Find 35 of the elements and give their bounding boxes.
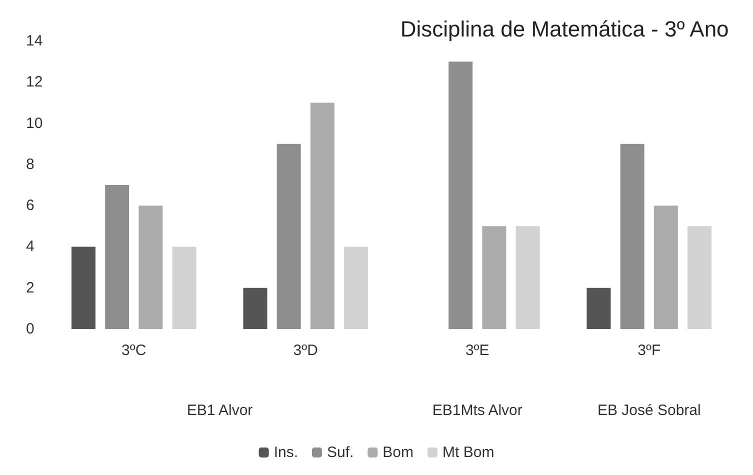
y-tick-label: 4 xyxy=(26,238,34,256)
x-tick-label: 3ºC xyxy=(122,342,146,359)
legend-label: Bom xyxy=(382,444,414,461)
text: EB1Mts Alvor xyxy=(432,402,522,419)
bar xyxy=(482,226,506,329)
y-tick-label: 6 xyxy=(26,197,34,214)
bar xyxy=(688,226,712,329)
bar xyxy=(620,144,644,329)
y-tick-label: 8 xyxy=(26,156,34,173)
bar xyxy=(448,62,473,329)
bar xyxy=(243,288,268,329)
y-tick-label: 0 xyxy=(26,320,34,338)
x-tick-label: 3ºF xyxy=(638,342,661,359)
bar xyxy=(71,246,96,329)
bar xyxy=(516,226,540,329)
text: EB1 Alvor xyxy=(186,402,253,419)
bar xyxy=(654,206,678,329)
bar xyxy=(586,288,611,329)
bar xyxy=(138,206,163,329)
x-tick-label: 3ºD xyxy=(293,342,318,359)
y-tick-label: 10 xyxy=(26,114,43,132)
x-tick-label: 3ºE xyxy=(465,342,490,359)
bar xyxy=(172,246,196,329)
bar xyxy=(276,144,301,329)
bar xyxy=(105,185,130,329)
y-tick-label: 12 xyxy=(26,74,43,91)
legend-label: Ins. xyxy=(274,444,298,461)
y-tick-label: 14 xyxy=(26,32,43,50)
bar xyxy=(344,246,368,329)
bar xyxy=(310,102,334,329)
text: EB José Sobral xyxy=(597,402,701,419)
chart-title: Disciplina de Matemática - 3º Ano xyxy=(400,16,729,42)
legend-label: Suf. xyxy=(326,444,354,461)
y-tick-label: 2 xyxy=(26,279,34,296)
legend-label: Mt Bom xyxy=(442,444,494,461)
